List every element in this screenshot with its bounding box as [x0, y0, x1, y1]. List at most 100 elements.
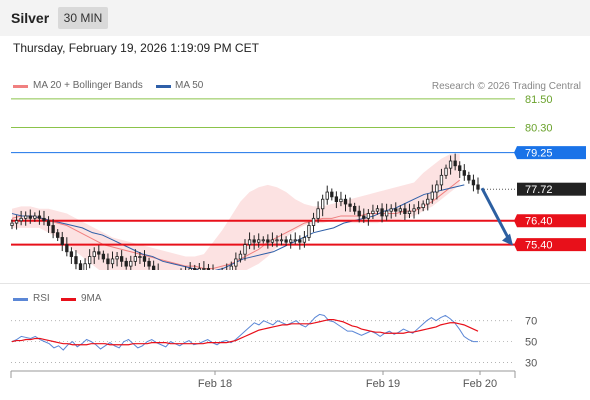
bullish-candle	[234, 258, 238, 267]
bullish-candle	[389, 208, 393, 212]
bearish-candle	[476, 184, 480, 190]
bullish-candle	[339, 198, 343, 203]
bearish-candle	[147, 260, 151, 267]
bullish-candle	[129, 260, 133, 267]
bullish-candle	[421, 203, 425, 208]
bullish-candle	[243, 244, 247, 255]
candles-layer	[10, 153, 480, 270]
bearish-candle	[362, 215, 366, 219]
bearish-candle	[56, 232, 60, 238]
bearish-candle	[193, 268, 197, 270]
bullish-candle	[138, 256, 142, 258]
rsi-tick-label: 30	[525, 358, 537, 370]
bullish-candle	[289, 239, 293, 243]
instrument-title: Silver	[11, 10, 50, 26]
bearish-candle	[252, 239, 256, 243]
bullish-candle	[270, 239, 275, 243]
bullish-candle	[325, 191, 329, 200]
support-label: 75.40	[525, 240, 553, 252]
bullish-candle	[407, 210, 412, 214]
bearish-candle	[453, 160, 457, 167]
bullish-candle	[257, 239, 261, 243]
bearish-candle	[142, 256, 147, 262]
bearish-candle	[330, 191, 334, 198]
bullish-candle	[92, 251, 96, 257]
bearish-candle	[119, 256, 124, 262]
bearish-candle	[284, 239, 288, 243]
bullish-candle	[293, 239, 297, 242]
bullish-candle	[88, 256, 92, 265]
bearish-candle	[348, 203, 352, 207]
bearish-candle	[334, 196, 339, 203]
bearish-candle	[266, 239, 270, 243]
bearish-candle	[69, 251, 74, 257]
bearish-candle	[78, 263, 83, 270]
bullish-candle	[279, 239, 284, 242]
bullish-candle	[444, 167, 448, 176]
bollinger-band-area	[12, 153, 460, 270]
last-price-label: 77.72	[525, 184, 553, 196]
time-axis-label: Feb 18	[198, 378, 232, 390]
bearish-candle	[37, 215, 42, 219]
bearish-candle	[471, 179, 476, 186]
bullish-candle	[33, 215, 37, 219]
bullish-candle	[247, 239, 252, 246]
panel-divider	[0, 283, 590, 284]
projection-arrow-shaft	[480, 187, 511, 241]
bearish-candle	[403, 208, 407, 214]
rsi-tick-label: 70	[525, 316, 537, 328]
bullish-candle	[311, 217, 316, 226]
bullish-candle	[430, 191, 434, 200]
bullish-candle	[366, 213, 371, 219]
ma20-legend-swatch	[13, 85, 28, 88]
resistance-label: 81.50	[525, 94, 553, 106]
rsi-grid	[11, 320, 515, 363]
ma50-legend-label: MA 50	[175, 80, 204, 91]
bearish-candle	[42, 217, 46, 222]
bullish-candle	[275, 239, 279, 242]
bullish-candle	[416, 207, 421, 210]
bearish-candle	[352, 205, 357, 212]
bullish-candle	[14, 220, 19, 224]
bearish-candle	[467, 174, 471, 181]
bullish-candle	[238, 253, 243, 260]
bullish-candle	[316, 208, 320, 219]
bearish-candle	[97, 251, 101, 255]
bullish-candle	[439, 174, 444, 186]
resistance-label: 80.30	[525, 123, 553, 135]
support-label: 76.40	[525, 216, 553, 228]
pivot-tag	[514, 146, 586, 160]
bullish-candle	[115, 256, 119, 260]
bullish-candle	[19, 217, 23, 222]
bearish-candle	[206, 268, 211, 270]
bullish-candle	[426, 198, 430, 205]
copyright-notice: Research © 2026 Trading Central	[431, 81, 581, 92]
bullish-candle	[197, 268, 201, 270]
bullish-candle	[371, 210, 375, 214]
bearish-candle	[65, 244, 69, 253]
bullish-candle	[229, 265, 233, 270]
rsi-lines	[11, 313, 479, 351]
bullish-candle	[110, 258, 115, 265]
bullish-candle	[321, 198, 325, 210]
bullish-candle	[133, 256, 138, 262]
bearish-candle	[462, 170, 466, 176]
timeframe-badge[interactable]: 30 MIN	[58, 7, 108, 29]
price-chart[interactable]: 81.50 80.30 79.25 77.72 76.40 75.40	[0, 0, 590, 270]
bullish-candle	[302, 237, 307, 243]
bullish-candle	[307, 225, 311, 238]
rsi-tick-label: 50	[525, 337, 537, 349]
rsi-line	[11, 313, 478, 351]
support-tag	[514, 238, 586, 252]
bearish-candle	[60, 237, 64, 246]
bearish-candle	[380, 208, 384, 217]
bearish-candle	[51, 225, 55, 234]
bullish-candle	[398, 208, 402, 212]
bullish-candle	[10, 222, 14, 226]
ma9-legend-label: 9MA	[81, 293, 102, 304]
pivot-label: 79.25	[525, 148, 553, 160]
ma9-legend-swatch	[61, 298, 76, 301]
support-tag	[514, 214, 586, 228]
bullish-candle	[188, 268, 192, 270]
